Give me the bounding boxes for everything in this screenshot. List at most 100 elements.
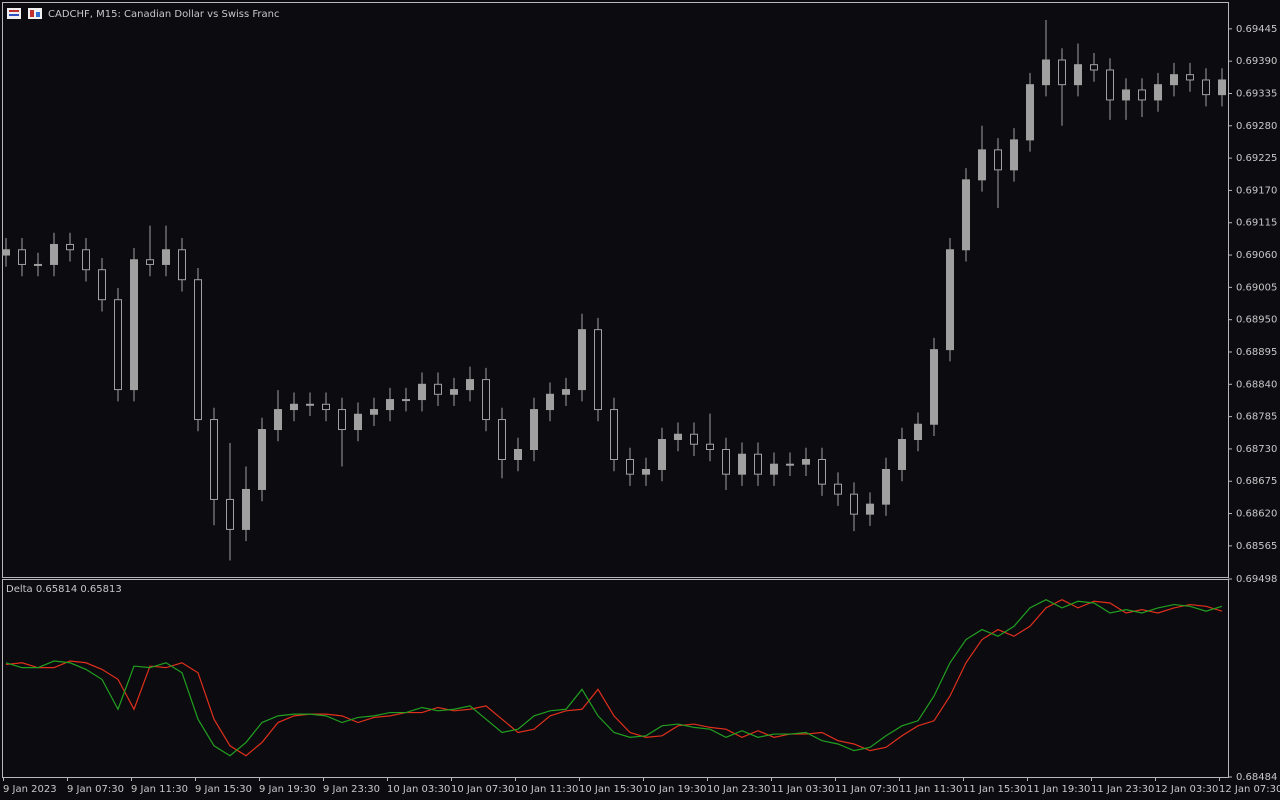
y-tick-label: 0.69005 [1236,282,1277,293]
candle-body [98,269,106,301]
candle-body [786,463,794,466]
candle-body [882,468,890,505]
candle-body [354,413,362,431]
x-tick-label: 10 Jan 15:30 [579,784,642,795]
candle-body [1154,84,1162,101]
price-pane [2,2,1229,578]
y-tick-label: 0.69280 [1236,121,1277,132]
y-tick-label: 0.69498 [1236,574,1277,585]
chart-icons [7,8,42,19]
candle-body [2,249,10,256]
x-tick-label: 10 Jan 03:30 [387,784,450,795]
candle-body [210,419,218,500]
candle-body [466,379,474,391]
candle-body [1218,79,1226,96]
y-tick-label: 0.68895 [1236,347,1277,358]
y-tick-label: 0.68484 [1236,772,1277,783]
candle-body [594,329,602,411]
candle-body [370,409,378,415]
candle-body [674,433,682,441]
candle-body [322,403,330,411]
candle-body [530,409,538,451]
candle-body [178,249,186,281]
candle-body [498,419,506,460]
candle-body [578,329,586,391]
candle-body [834,483,842,495]
candle-body [850,493,858,515]
candle-body [770,463,778,475]
candle-body [754,453,762,475]
x-tick-label: 12 Jan 03:30 [1155,784,1218,795]
candle-body [1106,69,1114,101]
candle-body [66,243,74,251]
candle-body [114,299,122,391]
y-tick-label: 0.68620 [1236,509,1277,520]
y-tick-label: 0.68950 [1236,315,1277,326]
y-tick-label: 0.69115 [1236,218,1277,229]
y-tick-label: 0.68565 [1236,541,1277,552]
candle-body [642,468,650,475]
candle-body [1090,64,1098,71]
x-tick-label: 11 Jan 11:30 [899,784,962,795]
candle-body [450,389,458,395]
x-tick-label: 9 Jan 23:30 [323,784,380,795]
x-tick-label: 11 Jan 23:30 [1091,784,1154,795]
candle-body [610,409,618,460]
candle-body [242,488,250,530]
x-tick-label: 9 Jan 19:30 [259,784,316,795]
candle-body [930,349,938,425]
x-tick-label: 9 Jan 15:30 [195,784,252,795]
y-tick-label: 0.69335 [1236,88,1277,99]
x-tick-label: 11 Jan 07:30 [835,784,898,795]
chart-title: CADCHF, M15: Canadian Dollar vs Swiss Fr… [48,9,279,20]
candle-body [1202,79,1210,96]
candle-body [1026,84,1034,141]
candle-body [434,383,442,395]
y-tick-label: 0.68785 [1236,412,1277,423]
indicator-title: Delta 0.65814 0.65813 [6,584,122,595]
candle-body [162,249,170,265]
candle-body [546,393,554,411]
candle-body [626,458,634,475]
candle-body [1042,59,1050,86]
candle-body [274,409,282,431]
candle-body [738,453,746,475]
candle-body [226,498,234,530]
candle-body [418,383,426,401]
y-tick-label: 0.69225 [1236,153,1277,164]
candle-body [514,449,522,460]
candle-body [130,259,138,391]
candle-body [1170,74,1178,86]
x-tick-label: 9 Jan 2023 [3,784,57,795]
candle-body [402,399,410,402]
x-tick-label: 12 Jan 07:30 [1219,784,1280,795]
candle-body [18,249,26,265]
candle-body [306,403,314,406]
candle-body [34,263,42,266]
x-tick-label: 9 Jan 07:30 [67,784,124,795]
candle-body [386,399,394,411]
x-tick-label: 10 Jan 23:30 [707,784,770,795]
y-tick-label: 0.68675 [1236,476,1277,487]
x-tick-label: 11 Jan 19:30 [1027,784,1090,795]
candle-body [962,179,970,251]
candle-body [946,249,954,351]
candle-body [290,403,298,411]
candle-body [194,279,202,421]
y-tick-label: 0.68840 [1236,379,1277,390]
candle-body [658,439,666,470]
candle-body [1074,64,1082,86]
indicator-pane [2,579,1229,778]
candle-body [898,439,906,470]
candle-body [50,243,58,265]
candle-body [802,458,810,465]
delta-line [5,599,1223,757]
candle-body [978,149,986,181]
candle-body [338,409,346,431]
candle-body [482,379,490,421]
candle-body [146,259,154,265]
x-tick-label: 10 Jan 11:30 [515,784,578,795]
candle-body [82,249,90,271]
